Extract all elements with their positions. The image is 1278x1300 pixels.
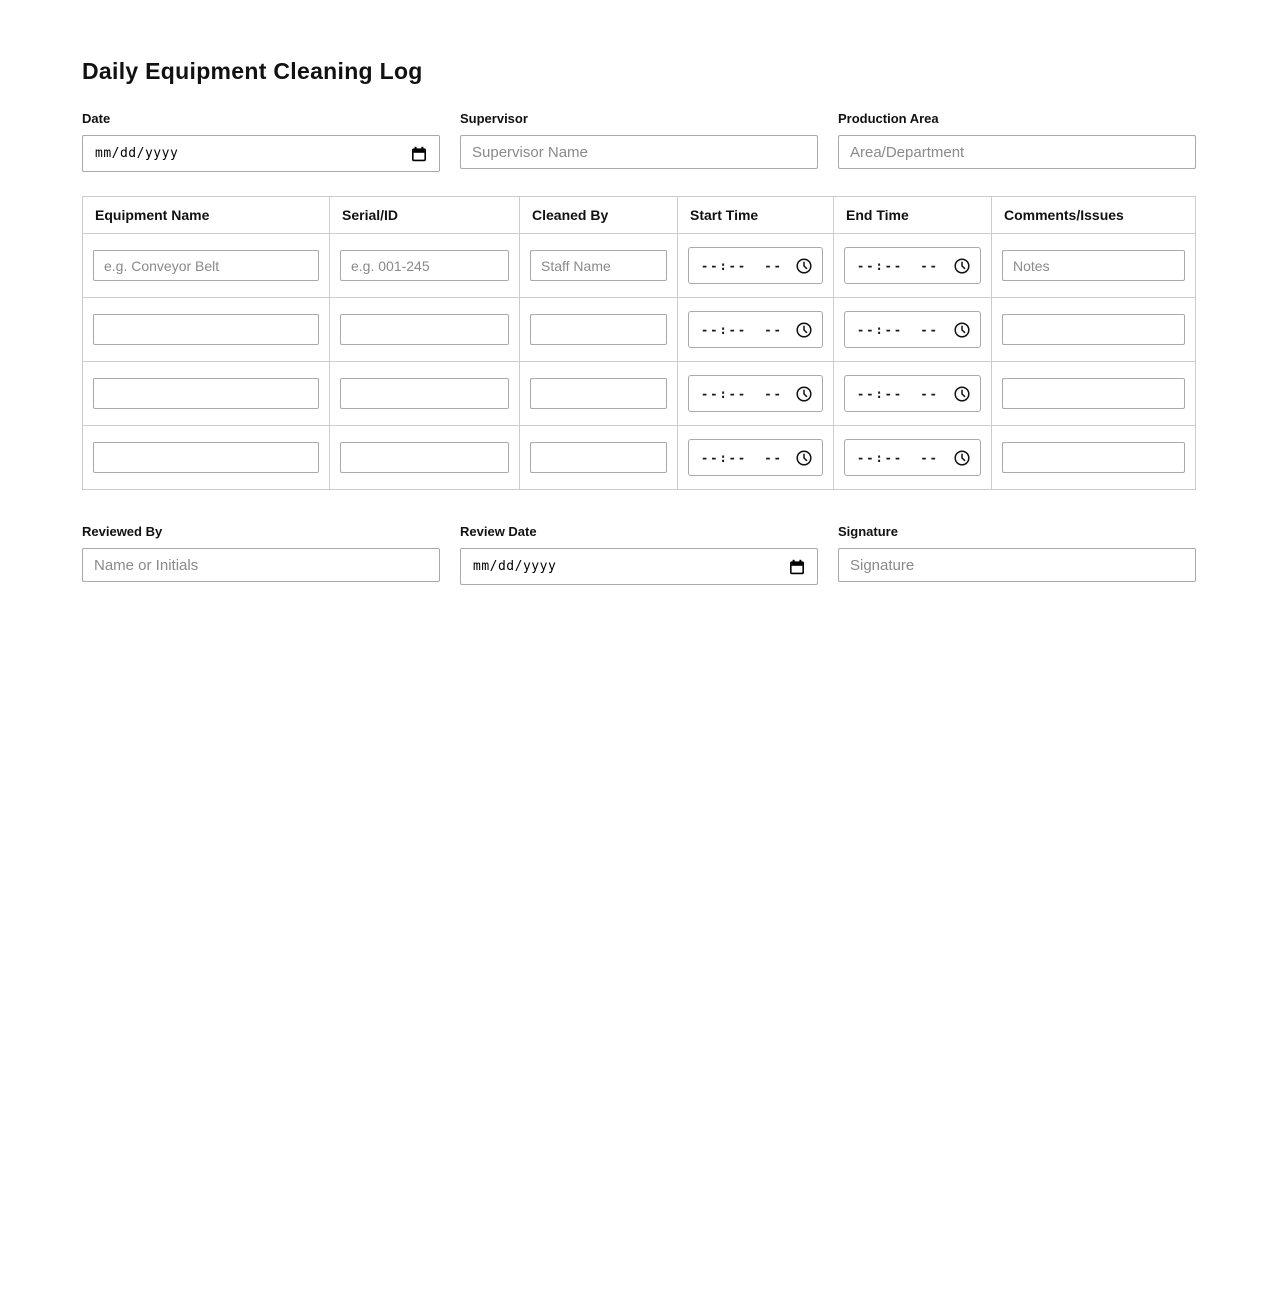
time-placeholder: --:-- -- <box>701 258 783 273</box>
clock-icon[interactable] <box>795 321 813 339</box>
start-time-input[interactable]: --:-- -- <box>688 439 823 476</box>
clock-icon[interactable] <box>953 257 971 275</box>
time-placeholder: --:-- -- <box>857 386 939 401</box>
supervisor-input[interactable] <box>460 135 818 169</box>
end-time-input[interactable]: --:-- -- <box>844 439 981 476</box>
serial-id-input[interactable] <box>340 378 509 409</box>
review-date-label: Review Date <box>460 524 537 539</box>
cleaned-by-input[interactable] <box>530 314 667 345</box>
reviewed-by-label: Reviewed By <box>82 524 163 539</box>
signature-label: Signature <box>838 524 898 539</box>
end-time-input[interactable]: --:-- -- <box>844 311 981 348</box>
reviewed-by-field: Reviewed By <box>82 524 440 582</box>
serial-id-input[interactable] <box>340 442 509 473</box>
clock-icon[interactable] <box>953 385 971 403</box>
date-input[interactable]: mm/dd/yyyy <box>82 135 440 172</box>
header-end-time: End Time <box>833 196 992 234</box>
review-date-input[interactable]: mm/dd/yyyy <box>460 548 818 585</box>
supervisor-field: Supervisor <box>460 111 818 169</box>
comments-input[interactable] <box>1002 442 1185 473</box>
clock-icon[interactable] <box>795 385 813 403</box>
table-row: --:-- -- --:-- -- <box>82 233 1196 298</box>
reviewed-by-input[interactable] <box>82 548 440 582</box>
cleaned-by-input[interactable] <box>530 250 667 281</box>
end-time-input[interactable]: --:-- -- <box>844 375 981 412</box>
comments-input[interactable] <box>1002 378 1185 409</box>
cleaned-by-input[interactable] <box>530 442 667 473</box>
serial-id-input[interactable] <box>340 250 509 281</box>
signature-input[interactable] <box>838 548 1196 582</box>
calendar-icon[interactable] <box>789 559 805 575</box>
clock-icon[interactable] <box>795 257 813 275</box>
header-start-time: Start Time <box>677 196 834 234</box>
table-header: Equipment Name Serial/ID Cleaned By Star… <box>82 196 1196 234</box>
comments-input[interactable] <box>1002 314 1185 345</box>
table-row: --:-- -- --:-- -- <box>82 297 1196 362</box>
header-cleaned-by: Cleaned By <box>519 196 678 234</box>
bottom-field-row: Reviewed By Review Date mm/dd/yyyy Signa… <box>82 524 1196 585</box>
time-placeholder: --:-- -- <box>701 386 783 401</box>
table-row: --:-- -- --:-- -- <box>82 361 1196 426</box>
supervisor-label: Supervisor <box>460 111 528 126</box>
start-time-input[interactable]: --:-- -- <box>688 311 823 348</box>
clock-icon[interactable] <box>795 449 813 467</box>
time-placeholder: --:-- -- <box>857 258 939 273</box>
signature-field: Signature <box>838 524 1196 582</box>
clock-icon[interactable] <box>953 321 971 339</box>
date-label: Date <box>82 111 111 126</box>
top-field-row: Date mm/dd/yyyy Supervisor Production Ar… <box>82 111 1196 172</box>
start-time-input[interactable]: --:-- -- <box>688 247 823 284</box>
review-date-value: mm/dd/yyyy <box>473 559 557 574</box>
equipment-name-input[interactable] <box>93 250 319 281</box>
page-title: Daily Equipment Cleaning Log <box>82 58 423 84</box>
production-area-label: Production Area <box>838 111 939 126</box>
date-value: mm/dd/yyyy <box>95 146 179 161</box>
review-date-field: Review Date mm/dd/yyyy <box>460 524 818 585</box>
calendar-icon[interactable] <box>411 146 427 162</box>
header-serial-id: Serial/ID <box>329 196 520 234</box>
header-equipment-name: Equipment Name <box>82 196 330 234</box>
header-comments-issues: Comments/Issues <box>991 196 1196 234</box>
end-time-input[interactable]: --:-- -- <box>844 247 981 284</box>
production-area-input[interactable] <box>838 135 1196 169</box>
date-field: Date mm/dd/yyyy <box>82 111 440 172</box>
form-page: Daily Equipment Cleaning Log Date mm/dd/… <box>82 0 1196 585</box>
production-area-field: Production Area <box>838 111 1196 169</box>
clock-icon[interactable] <box>953 449 971 467</box>
equipment-name-input[interactable] <box>93 442 319 473</box>
time-placeholder: --:-- -- <box>701 450 783 465</box>
time-placeholder: --:-- -- <box>857 450 939 465</box>
time-placeholder: --:-- -- <box>701 322 783 337</box>
equipment-name-input[interactable] <box>93 314 319 345</box>
table-row: --:-- -- --:-- -- <box>82 425 1196 490</box>
start-time-input[interactable]: --:-- -- <box>688 375 823 412</box>
equipment-name-input[interactable] <box>93 378 319 409</box>
serial-id-input[interactable] <box>340 314 509 345</box>
time-placeholder: --:-- -- <box>857 322 939 337</box>
cleaned-by-input[interactable] <box>530 378 667 409</box>
cleaning-log-table: Equipment Name Serial/ID Cleaned By Star… <box>82 196 1196 490</box>
comments-input[interactable] <box>1002 250 1185 281</box>
